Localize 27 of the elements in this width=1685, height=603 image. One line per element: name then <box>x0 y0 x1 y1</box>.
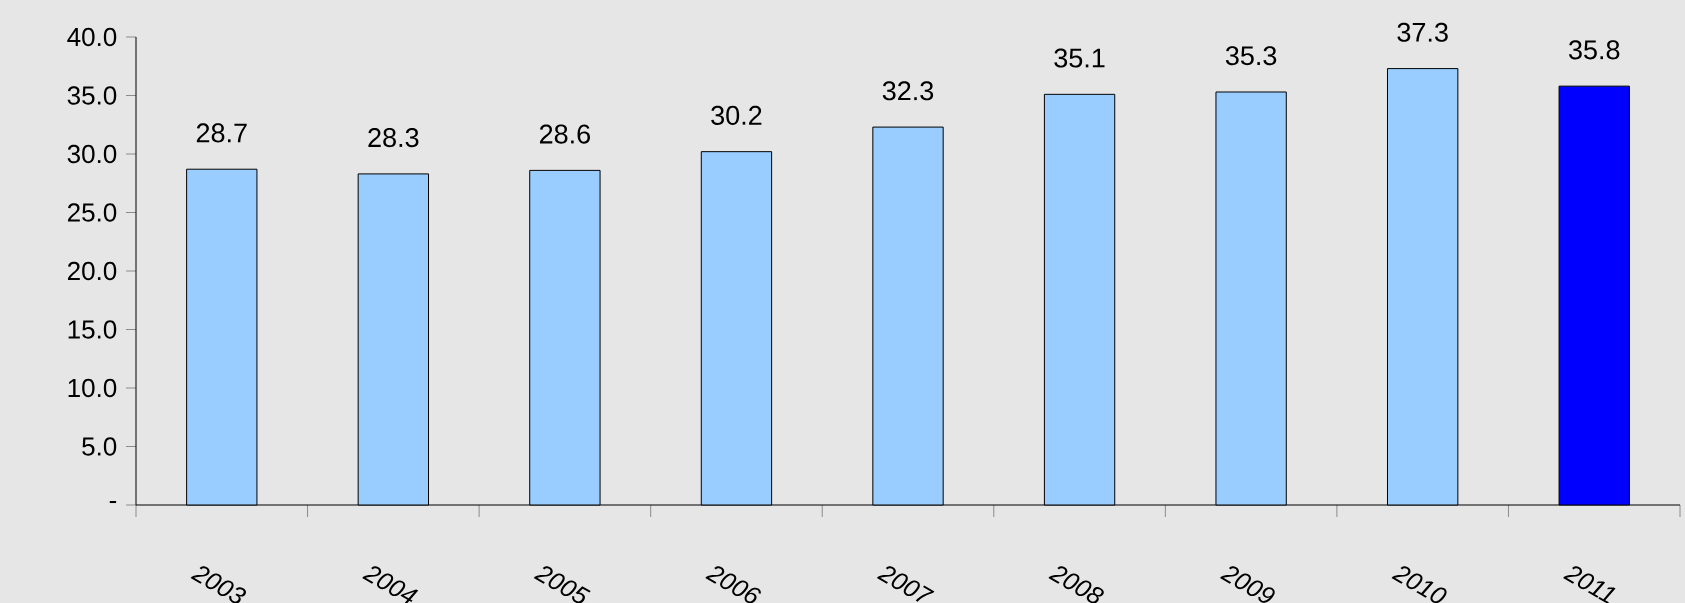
data-label: 28.7 <box>196 123 247 143</box>
y-tick-label: 40.0 <box>67 27 117 47</box>
x-tick-label: 2006 <box>705 566 761 603</box>
data-label: 37.3 <box>1397 22 1448 42</box>
y-tick-label: 30.0 <box>67 144 117 164</box>
y-tick-label: 10.0 <box>68 378 117 398</box>
data-label: 28.6 <box>539 124 590 144</box>
data-label: 28.3 <box>368 128 419 148</box>
x-tick-label: 2003 <box>190 566 246 603</box>
data-label: 35.3 <box>1225 46 1277 66</box>
y-tick-label: 15.0 <box>68 320 117 339</box>
data-label: 30.2 <box>711 105 762 125</box>
x-tick-label: 2005 <box>533 566 591 603</box>
y-tick-label: 20.0 <box>67 261 117 281</box>
x-tick-label: 2008 <box>1048 566 1104 603</box>
x-tick-label: 2004 <box>362 566 419 603</box>
x-tick-label: 2010 <box>1391 566 1447 603</box>
y-tick-label: - <box>109 501 117 504</box>
x-tick-label: 2009 <box>1220 566 1275 603</box>
y-tick-label: 25.0 <box>67 203 117 222</box>
y-tick-label: 5.0 <box>82 437 117 456</box>
data-label: 35.1 <box>1054 48 1105 68</box>
y-tick-label: 35.0 <box>67 86 117 105</box>
data-label: 35.8 <box>1568 40 1620 60</box>
data-label: 32.3 <box>882 81 934 101</box>
x-tick-label: 2007 <box>876 566 935 602</box>
x-tick-label: 2011 <box>1563 566 1616 603</box>
